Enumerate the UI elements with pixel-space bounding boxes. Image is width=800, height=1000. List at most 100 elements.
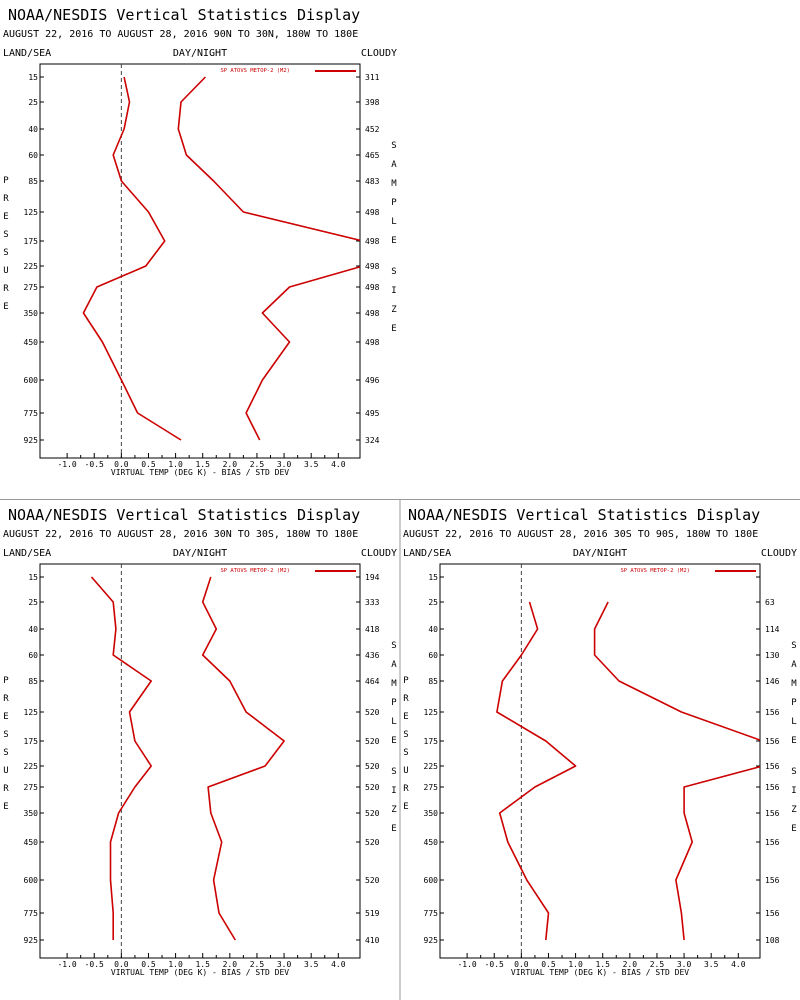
x-tick-label: 4.0	[331, 460, 346, 469]
pressure-level-label: 175	[24, 737, 39, 746]
pressure-level-label: 600	[424, 876, 439, 885]
pressure-level-label: 275	[24, 783, 39, 792]
pressure-axis-letter: S	[403, 748, 408, 758]
pressure-level-label: 275	[24, 283, 39, 292]
pressure-axis-letter: S	[403, 730, 408, 740]
pressure-level-label: 775	[24, 409, 39, 418]
pressure-level-label: 25	[428, 598, 438, 607]
series-line-bias	[90, 576, 152, 940]
pressure-level-label: 175	[24, 237, 39, 246]
x-tick-label: 1.5	[195, 960, 210, 969]
sample-size-label: 156	[765, 737, 780, 746]
pressure-level-label: 225	[424, 762, 439, 771]
sample-axis-letter: L	[391, 217, 396, 227]
sample-size-label: 519	[365, 909, 380, 918]
chart-panel: NOAA/NESDIS Vertical Statistics Display A…	[3, 506, 397, 977]
sample-size-label: 520	[365, 809, 380, 818]
pressure-level-label: 40	[28, 625, 38, 634]
sample-size-label: 520	[365, 737, 380, 746]
pressure-axis-letter: E	[403, 802, 408, 812]
panels-group: NOAA/NESDIS Vertical Statistics Display A…	[3, 6, 797, 977]
size-axis-letter: I	[391, 286, 396, 296]
sample-size-label: 465	[365, 151, 380, 160]
x-tick-label: 3.5	[704, 960, 719, 969]
sample-size-label: 498	[365, 262, 380, 271]
x-tick-label: 3.5	[304, 960, 319, 969]
pressure-level-label: 15	[28, 73, 38, 82]
land-sea-label: LAND/SEA	[3, 548, 51, 559]
sample-size-label: 311	[365, 73, 380, 82]
sample-size-label: 498	[365, 208, 380, 217]
sample-size-label: 333	[365, 598, 380, 607]
size-axis-letter: S	[391, 267, 396, 277]
x-tick-label: 0.5	[541, 960, 556, 969]
pressure-axis-letter: R	[3, 784, 9, 794]
size-axis-letter: Z	[391, 305, 397, 315]
x-axis-label: VIRTUAL TEMP (DEG K) - BIAS / STD DEV	[111, 968, 289, 977]
pressure-axis-letter: U	[3, 766, 8, 776]
x-tick-label: -1.0	[57, 460, 76, 469]
pressure-axis-letter: R	[3, 694, 9, 704]
pressure-level-label: 85	[28, 677, 38, 686]
pressure-level-label: 350	[424, 809, 439, 818]
sample-axis-letter: A	[791, 660, 797, 670]
pressure-level-label: 225	[24, 262, 39, 271]
pressure-level-label: 125	[24, 208, 39, 217]
size-axis-letter: E	[391, 324, 396, 334]
x-axis-label: VIRTUAL TEMP (DEG K) - BIAS / STD DEV	[511, 968, 689, 977]
x-tick-label: 3.0	[277, 960, 292, 969]
sample-size-label: 498	[365, 283, 380, 292]
x-tick-label: 2.5	[650, 960, 665, 969]
x-tick-label: 0.0	[114, 460, 129, 469]
sample-size-label: 410	[365, 936, 380, 945]
pressure-level-label: 450	[24, 338, 39, 347]
size-axis-letter: Z	[391, 805, 397, 815]
size-axis-letter: E	[391, 824, 396, 834]
cloudy-label: CLOUDY	[361, 548, 397, 559]
sample-size-label: 464	[365, 677, 380, 686]
sample-size-label: 452	[365, 125, 380, 134]
x-tick-label: 0.0	[114, 960, 129, 969]
pressure-axis-letter: R	[403, 784, 409, 794]
sample-size-label: 483	[365, 177, 380, 186]
sample-size-label: 194	[365, 573, 380, 582]
x-axis-label: VIRTUAL TEMP (DEG K) - BIAS / STD DEV	[111, 468, 289, 477]
size-axis-letter: S	[791, 767, 796, 777]
pressure-axis-letter: S	[3, 730, 8, 740]
x-tick-label: 2.5	[250, 960, 265, 969]
pressure-level-label: 275	[424, 783, 439, 792]
sample-size-label: 520	[365, 838, 380, 847]
sample-axis-letter: M	[791, 679, 797, 689]
x-tick-label: -0.5	[85, 960, 104, 969]
x-tick-label: 0.0	[514, 960, 529, 969]
pressure-axis-letter: P	[3, 176, 9, 186]
sample-axis-letter: M	[391, 679, 397, 689]
size-axis-letter: S	[391, 767, 396, 777]
pressure-level-label: 85	[28, 177, 38, 186]
day-night-label: DAY/NIGHT	[173, 48, 227, 59]
series-line-std-dev	[201, 576, 285, 941]
sample-size-label: 520	[365, 762, 380, 771]
sample-axis-letter: P	[791, 698, 797, 708]
pressure-axis-letter: E	[3, 802, 8, 812]
sample-axis-letter: L	[791, 717, 796, 727]
sample-size-label: 496	[365, 376, 380, 385]
pressure-axis-letter: R	[3, 284, 9, 294]
plot-frame	[439, 563, 761, 959]
pressure-axis-letter: S	[3, 230, 8, 240]
chart-subtitle: AUGUST 22, 2016 TO AUGUST 28, 2016 30N T…	[3, 529, 358, 540]
legend-text: SP ATOVS METOP-2 (M2)	[220, 68, 290, 74]
x-tick-label: 1.5	[595, 960, 610, 969]
sample-size-label: 156	[765, 838, 780, 847]
sample-size-label: 436	[365, 651, 380, 660]
pressure-level-label: 25	[28, 598, 38, 607]
day-night-label: DAY/NIGHT	[173, 548, 227, 559]
chart-title: NOAA/NESDIS Vertical Statistics Display	[8, 6, 360, 24]
sample-axis-letter: S	[391, 641, 396, 651]
sample-axis-letter: P	[391, 698, 397, 708]
legend-text: SP ATOVS METOP-2 (M2)	[620, 568, 690, 574]
pressure-level-label: 125	[24, 708, 39, 717]
pressure-axis-letter: E	[3, 212, 8, 222]
pressure-level-label: 40	[428, 625, 438, 634]
sample-size-label: 156	[765, 909, 780, 918]
